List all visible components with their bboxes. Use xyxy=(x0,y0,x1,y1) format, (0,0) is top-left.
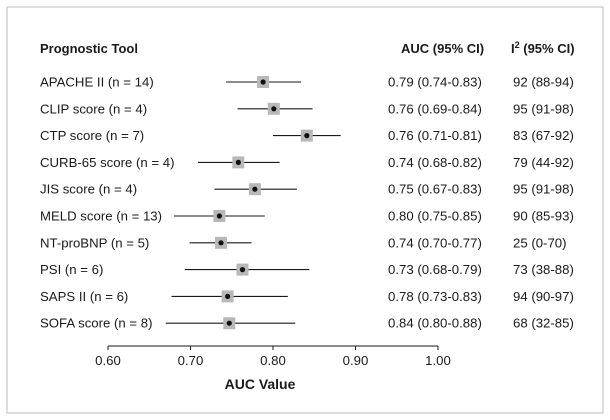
estimate-point xyxy=(226,320,232,326)
auc-value: 0.75 (0.67-0.83) xyxy=(388,182,482,197)
forest-row: APACHE II (n = 14) 0.79 (0.74-0.83) 92 (88… xyxy=(40,75,574,90)
i2-value: 90 (85-93) xyxy=(513,209,574,224)
auc-value: 0.84 (0.80-0.88) xyxy=(388,316,482,331)
i2-value: 79 (44-92) xyxy=(513,155,574,170)
estimate-point xyxy=(271,106,277,112)
row-label: JIS score (n = 4) xyxy=(40,182,137,197)
auc-value: 0.76 (0.69-0.84) xyxy=(388,101,482,116)
forest-row: PSI (n = 6) 0.73 (0.68-0.79) 73 (38-88) xyxy=(40,262,574,277)
auc-value: 0.76 (0.71-0.81) xyxy=(388,128,482,143)
auc-value: 0.79 (0.74-0.83) xyxy=(388,75,482,90)
forest-rows: APACHE II (n = 14) 0.79 (0.74-0.83) 92 (88… xyxy=(40,75,574,331)
row-label: SAPS II (n = 6) xyxy=(40,289,128,304)
forest-row: CURB-65 score (n = 4) 0.74 (0.68-0.82) 79 … xyxy=(40,155,574,170)
x-axis-ticks: 0.60 0.70 0.80 0.90 1.00 xyxy=(95,346,451,368)
forest-row: NT-proBNP (n = 5) 0.74 (0.70-0.77) 25 (0-7… xyxy=(40,235,567,250)
forest-row: CLIP score (n = 4) 0.76 (0.69-0.84) 95 (91… xyxy=(40,101,574,116)
forest-row: CTP score (n = 7) 0.76 (0.71-0.81) 83 (67-… xyxy=(40,128,574,143)
estimate-point xyxy=(239,267,246,273)
estimate-point xyxy=(304,133,310,139)
forest-row: SOFA score (n = 8) 0.84 (0.80-0.88) 68 (32… xyxy=(40,316,574,331)
i2-value: 92 (88-94) xyxy=(513,75,574,90)
i2-value: 83 (67-92) xyxy=(513,128,574,143)
header-i2-main: I xyxy=(511,41,515,56)
row-label: CLIP score (n = 4) xyxy=(40,101,147,116)
header-i2: I2 (95% CI) xyxy=(511,40,575,56)
row-label: CTP score (n = 7) xyxy=(40,128,144,143)
x-tick-label: 0.80 xyxy=(260,353,286,368)
forest-row: JIS score (n = 4) 0.75 (0.67-0.83) 95 (91-… xyxy=(40,182,574,197)
row-label: MELD score (n = 13) xyxy=(40,209,162,224)
i2-value: 94 (90-97) xyxy=(513,289,574,304)
row-label: SOFA score (n = 8) xyxy=(40,316,153,331)
estimate-point xyxy=(252,186,258,192)
x-tick-label: 1.00 xyxy=(425,353,451,368)
auc-value: 0.74 (0.70-0.77) xyxy=(388,235,482,250)
auc-value: 0.74 (0.68-0.82) xyxy=(388,155,482,170)
i2-value: 95 (91-98) xyxy=(513,101,574,116)
header-i2-rest: (95% CI) xyxy=(520,41,575,56)
chart-frame xyxy=(6,6,604,414)
row-label: NT-proBNP (n = 5) xyxy=(40,235,149,250)
forest-row: MELD score (n = 13) 0.80 (0.75-0.85) 90 (8… xyxy=(40,209,574,224)
i2-value: 68 (32-85) xyxy=(513,316,574,331)
estimate-point xyxy=(235,159,241,165)
x-tick-label: 0.90 xyxy=(343,353,369,368)
i2-value: 95 (91-98) xyxy=(513,182,574,197)
estimate-point xyxy=(225,293,231,299)
i2-value: 25 (0-70) xyxy=(513,235,567,250)
auc-value: 0.80 (0.75-0.85) xyxy=(388,209,482,224)
estimate-point xyxy=(216,213,222,219)
header-auc: AUC (95% CI) xyxy=(401,41,484,56)
auc-value: 0.73 (0.68-0.79) xyxy=(388,262,482,277)
header-i2-sup: 2 xyxy=(515,40,520,50)
estimate-point xyxy=(260,79,266,85)
forest-row: SAPS II (n = 6) 0.78 (0.73-0.83) 94 (90-97… xyxy=(40,289,574,304)
x-axis-label: AUC Value xyxy=(225,376,296,392)
row-label: CURB-65 score (n = 4) xyxy=(40,155,174,170)
row-label: APACHE II (n = 14) xyxy=(40,75,154,90)
x-tick-label: 0.70 xyxy=(178,353,204,368)
auc-value: 0.78 (0.73-0.83) xyxy=(388,289,482,304)
header-prognostic-tool: Prognostic Tool xyxy=(40,41,138,56)
row-label: PSI (n = 6) xyxy=(40,262,103,277)
i2-value: 73 (38-88) xyxy=(513,262,574,277)
x-tick-label: 0.60 xyxy=(95,353,121,368)
estimate-point xyxy=(218,240,224,246)
